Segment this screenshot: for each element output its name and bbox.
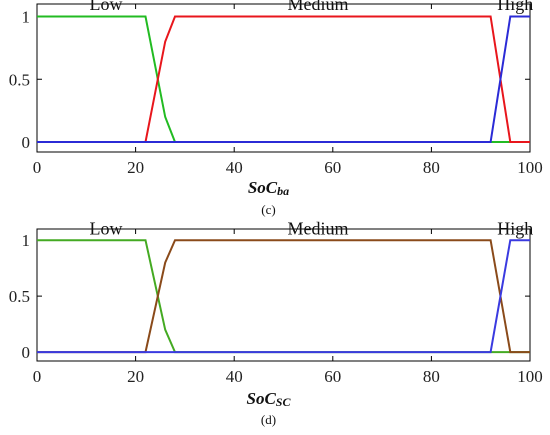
- y-tick-label: 1: [22, 8, 31, 27]
- y-tick-label: 1: [22, 231, 31, 250]
- series-line-low: [37, 15, 530, 143]
- x-tick-label: 100: [517, 158, 543, 177]
- x-tick-label: 20: [127, 158, 144, 177]
- x-tick-label: 60: [324, 367, 341, 386]
- y-tick-label: 0.5: [9, 70, 30, 89]
- membership-label-medium: Medium: [288, 218, 349, 238]
- x-tick-label: 40: [226, 367, 243, 386]
- x-tick-label: 0: [33, 367, 42, 386]
- series-line-high: [37, 15, 530, 143]
- chart-panel-1: 0 20 40 60 80 100 0 0.5 1 Low Medium High SoCba (c): [9, 0, 543, 217]
- series-line-low: [37, 239, 530, 354]
- y-tick-label: 0.5: [9, 287, 30, 306]
- x-axis-label: SoCSC: [247, 389, 292, 409]
- membership-label-high: High: [497, 0, 533, 14]
- plot-frame: [36, 228, 531, 362]
- x-tick-label: 100: [517, 367, 543, 386]
- panel-caption: (c): [261, 202, 275, 217]
- x-axis-label: SoCba: [248, 178, 289, 198]
- membership-label-medium: Medium: [288, 0, 349, 14]
- x-tick-label: 0: [33, 158, 42, 177]
- membership-label-low: Low: [90, 218, 123, 238]
- membership-label-high: High: [497, 218, 533, 238]
- plot-frame: [36, 3, 531, 153]
- chart-panel-2: 0 20 40 60 80 100 0 0.5 1 Low Medium High SoCSC (d): [9, 218, 543, 427]
- x-tick-label: 40: [226, 158, 243, 177]
- y-tick-label: 0: [22, 343, 31, 362]
- x-tick-label: 80: [423, 367, 440, 386]
- series-line-medium: [37, 15, 530, 143]
- membership-label-low: Low: [90, 0, 123, 14]
- x-tick-label: 20: [127, 367, 144, 386]
- series-line-high: [37, 239, 530, 354]
- x-tick-label: 80: [423, 158, 440, 177]
- series-line-medium: [37, 239, 530, 354]
- x-tick-label: 60: [324, 158, 341, 177]
- y-tick-label: 0: [22, 133, 31, 152]
- panel-caption: (d): [261, 412, 276, 427]
